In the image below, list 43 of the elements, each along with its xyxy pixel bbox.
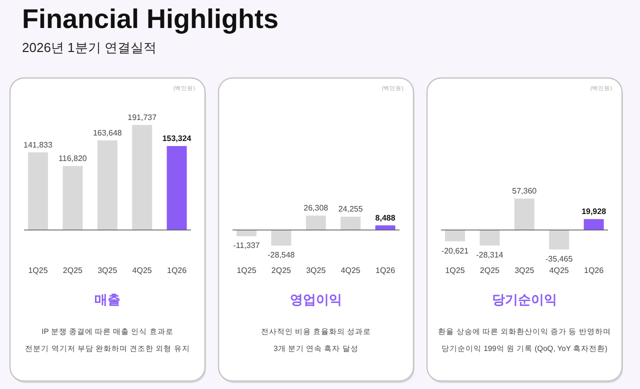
data-label: -28,314 (476, 250, 504, 260)
x-tick-label: 3Q25 (514, 266, 535, 275)
x-tick-label: 2Q25 (271, 266, 292, 275)
data-label: -11,337 (233, 241, 260, 250)
x-tick-label: 1Q26 (376, 266, 396, 275)
data-label: 19,928 (582, 207, 607, 216)
text: Financial Highlights (22, 4, 279, 34)
data-label: 116,820 (58, 154, 88, 164)
bar (166, 146, 187, 230)
x-tick-label: 4Q25 (132, 266, 152, 275)
bar (132, 125, 152, 230)
data-label: -28,548 (268, 250, 296, 260)
x-tick-label: 1Q25 (236, 266, 257, 275)
data-label: 8,488 (375, 213, 396, 222)
data-label: 153,324 (162, 134, 192, 144)
text: 2026년 1분기 연결실적 (22, 40, 156, 55)
x-tick-label: 1Q26 (584, 266, 604, 275)
bar (340, 216, 361, 230)
text: 영업이익 (290, 292, 342, 307)
bar (28, 152, 48, 230)
data-label: 57,360 (512, 186, 538, 196)
x-tick-label: 2Q25 (62, 266, 84, 275)
x-tick-label: 1Q25 (445, 266, 466, 275)
x-tick-label: 4Q25 (340, 266, 361, 275)
x-tick-label: 2Q25 (480, 266, 500, 275)
bar (271, 230, 292, 246)
x-tick-label: 4Q25 (549, 266, 570, 275)
data-label: -20,621 (441, 246, 470, 256)
x-tick-label: 3Q25 (98, 266, 118, 275)
x-tick-label: 1Q26 (167, 266, 188, 275)
text: 매출 (94, 292, 120, 307)
data-label: 191,737 (128, 113, 158, 122)
bar (306, 216, 326, 230)
data-label: 141,833 (24, 140, 54, 150)
data-label: 24,255 (338, 204, 364, 214)
data-label: -35,465 (546, 254, 574, 264)
text: 당기순이익 (492, 292, 557, 307)
x-tick-label: 1Q25 (28, 266, 48, 275)
data-label: 163,648 (92, 128, 122, 138)
bar (97, 140, 118, 230)
x-tick-label: 3Q25 (306, 266, 326, 275)
bar (62, 166, 83, 230)
data-label: 26,308 (304, 204, 329, 213)
